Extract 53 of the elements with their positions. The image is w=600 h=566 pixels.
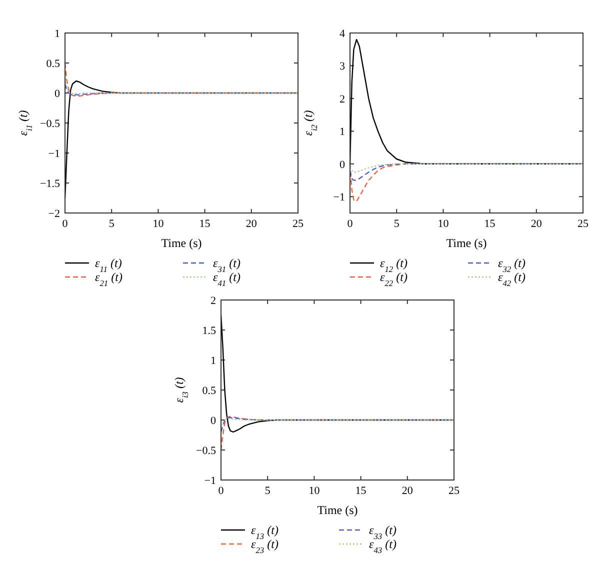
line-series	[64, 62, 299, 97]
y-tick-label: −1	[333, 192, 345, 204]
y-tick-label: 3	[340, 60, 346, 73]
x-tick-label: 5	[394, 218, 400, 230]
y-tick-label: −1	[48, 148, 60, 160]
x-tick-label: 0	[347, 218, 354, 230]
legend-label: ε$_{11}$ (t)	[95, 256, 122, 274]
line-series	[64, 74, 299, 94]
y-tick-label: 1	[340, 126, 345, 138]
y-tick-label: −0.5	[196, 445, 216, 457]
y-tick-label: 2	[210, 295, 216, 307]
y-tick-label: −1.5	[40, 178, 60, 190]
x-tick-label: 5	[264, 485, 271, 497]
y-tick-label: 0.5	[46, 58, 60, 70]
legend-label: ε$_{33}$ (t)	[369, 523, 396, 540]
x-tick-label: 20	[402, 485, 414, 497]
x-tick-label: 25	[448, 485, 460, 497]
x-tick-label: 10	[308, 485, 320, 497]
y-tick-label: 1	[210, 355, 216, 367]
y-tick-label: −2	[48, 208, 60, 220]
x-axis-title: Time (s)	[317, 503, 358, 517]
legend-label: ε$_{31}$ (t)	[213, 256, 240, 274]
x-tick-label: 10	[438, 218, 450, 230]
x-tick-label: 15	[484, 218, 496, 230]
y-tick-label: 0	[54, 88, 60, 100]
x-axis-title: Time (s)	[446, 236, 487, 250]
y-tick-label: 0	[340, 158, 346, 171]
x-tick-label: 10	[152, 218, 164, 230]
x-tick-label: 15	[355, 485, 367, 497]
y-tick-label: 2	[340, 93, 345, 106]
line-series	[349, 163, 584, 181]
x-tick-label: 5	[108, 218, 115, 230]
y-tick-label: −1	[204, 475, 216, 487]
legend-label: ε$_{13}$ (t)	[251, 523, 278, 540]
x-tick-label: 15	[199, 218, 211, 230]
x-axis-title: Time (s)	[161, 236, 202, 250]
y-tick-label: 1.5	[202, 325, 216, 337]
x-tick-label: 0	[218, 485, 224, 497]
x-tick-label: 25	[578, 218, 589, 230]
y-tick-label: 0	[210, 415, 216, 427]
line-series	[220, 418, 455, 427]
y-tick-label: 1	[54, 28, 60, 40]
x-tick-label: 20	[530, 218, 542, 230]
y-tick-label: 0.5	[202, 385, 216, 397]
legend-label: ε$_{32}$ (t)	[498, 256, 526, 274]
x-tick-label: 25	[292, 218, 304, 230]
line-series	[220, 417, 455, 433]
legend-label: ε$_{12}$ (t)	[380, 256, 408, 274]
y-tick-label: 4	[340, 28, 346, 40]
x-tick-label: 20	[246, 218, 258, 230]
y-tick-label: −0.5	[40, 118, 60, 130]
line-series	[349, 163, 584, 173]
x-tick-label: 0	[62, 218, 68, 230]
